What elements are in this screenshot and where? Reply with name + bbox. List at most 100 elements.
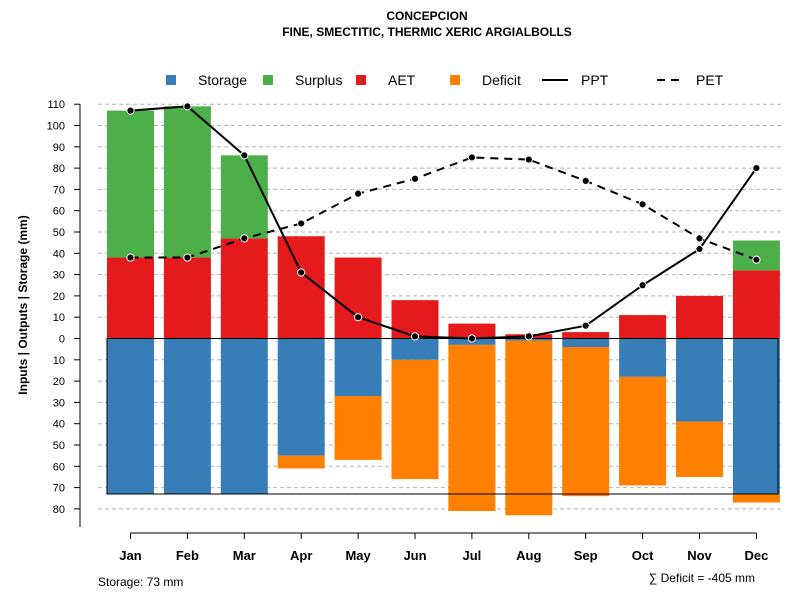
legend-key-aet [356, 75, 366, 85]
storage-note: Storage: 73 mm [98, 575, 183, 589]
deficit-bar [676, 421, 723, 477]
y-axis-label: Inputs | Outputs | Storage (mm) [16, 215, 30, 394]
x-tick-label: Mar [233, 548, 256, 563]
legend-label: Deficit [482, 72, 521, 88]
storage-bar [391, 338, 439, 360]
aet-bar [619, 315, 667, 339]
aet-bar [732, 270, 780, 339]
y-tick-label: 30 [53, 270, 65, 282]
legend-label: Surplus [295, 72, 342, 88]
deficit-bar [619, 376, 667, 486]
aet-bar [562, 332, 610, 339]
pet-point [467, 153, 476, 162]
pet-point [240, 234, 249, 243]
y-tick-label: 60 [53, 461, 65, 473]
ppt-point [354, 313, 363, 322]
legend-key-storage [166, 75, 176, 85]
x-tick-label: Apr [290, 548, 312, 563]
storage-bar [220, 338, 268, 494]
x-tick-label: May [345, 548, 371, 563]
deficit-bar [505, 340, 553, 516]
legend: Storage Surplus AET Deficit PPT PET [166, 72, 724, 88]
y-tick-label: 50 [53, 440, 65, 452]
ppt-point [467, 334, 476, 343]
y-tick-label: 80 [53, 163, 65, 175]
deficit-bar [448, 344, 496, 512]
surplus-bar [163, 106, 211, 258]
ppt-point [752, 164, 761, 173]
y-tick-label: 40 [53, 419, 65, 431]
storage-bar [732, 338, 780, 494]
storage-bar [107, 338, 154, 494]
storage-bar [619, 338, 667, 377]
ppt-point [126, 106, 135, 115]
x-tick-label: Oct [632, 548, 654, 563]
ppt-point [695, 244, 704, 254]
pet-point [638, 200, 647, 209]
y-tick-label: 100 [47, 121, 65, 133]
y-tick-label: 50 [53, 227, 65, 239]
chart-title: CONCEPCION [386, 9, 467, 23]
x-tick-label: Nov [687, 548, 712, 563]
x-tick-label: Dec [744, 548, 768, 563]
x-tick-label: Jun [403, 548, 426, 563]
y-tick-label: 110 [47, 99, 65, 111]
chart-subtitle: FINE, SMECTITIC, THERMIC XERIC ARGIALBOL… [282, 25, 572, 39]
ppt-point [410, 332, 420, 341]
ppt-point [183, 102, 192, 111]
pet-point [524, 155, 533, 164]
x-tick-label: Feb [176, 548, 199, 563]
storage-bar [334, 338, 382, 397]
ppt-point [297, 268, 306, 277]
x-tick-label: Aug [516, 548, 541, 563]
pet-point [297, 219, 306, 228]
pet-point [695, 234, 704, 243]
pet-point [126, 253, 135, 262]
y-tick-label: 30 [53, 397, 65, 409]
x-tick-label: Jul [463, 548, 482, 563]
y-tick-label: 10 [53, 312, 65, 324]
bars [107, 106, 780, 516]
x-tick-label: Jan [119, 548, 141, 563]
ppt-point [524, 332, 533, 341]
pet-point [354, 189, 363, 198]
legend-key-surplus [263, 75, 273, 85]
surplus-bar [732, 240, 780, 271]
y-tick-label: 20 [53, 291, 65, 303]
axes: 1101009080706050403020100102030405060708… [47, 99, 769, 563]
y-tick-label: 0 [59, 334, 65, 346]
storage-bar [277, 338, 325, 456]
aet-bar [220, 238, 268, 339]
surplus-bar [220, 155, 268, 239]
aet-bar [163, 257, 211, 339]
pet-point [581, 176, 590, 185]
storage-frame [106, 338, 779, 495]
deficit-bar [391, 359, 439, 480]
y-tick-label: 10 [53, 355, 65, 367]
storage-bar [163, 338, 211, 494]
storage-capacity-box [106, 338, 779, 495]
deficit-note: ∑ Deficit = -405 mm [649, 571, 755, 585]
aet-bar [107, 257, 154, 339]
pet-point [183, 253, 192, 262]
pet-point [410, 174, 420, 183]
y-tick-label: 70 [53, 184, 65, 196]
pet-line [130, 156, 757, 261]
ppt-point [638, 281, 647, 290]
legend-label: Storage [198, 72, 247, 88]
aet-bar [334, 257, 382, 339]
ppt-point [240, 151, 249, 160]
deficit-bar [277, 455, 325, 469]
storage-bar [562, 338, 610, 348]
surplus-bar [107, 110, 154, 258]
deficit-bar [562, 347, 610, 497]
y-tick-label: 90 [53, 142, 65, 154]
ppt-point [581, 321, 590, 330]
x-tick-label: Sep [574, 548, 598, 563]
gridlines [98, 103, 782, 510]
y-tick-label: 60 [53, 206, 65, 218]
y-tick-label: 70 [53, 483, 65, 495]
legend-label: PET [696, 72, 724, 88]
legend-key-deficit [450, 75, 460, 85]
